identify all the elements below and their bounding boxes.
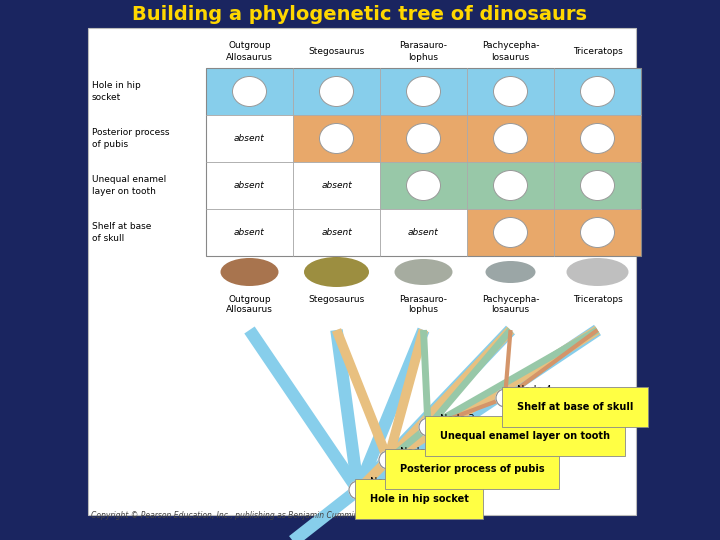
Text: Triceratops: Triceratops (572, 47, 622, 56)
Text: Shelf at base of skull: Shelf at base of skull (517, 402, 634, 412)
Text: absent: absent (234, 134, 265, 143)
Ellipse shape (493, 77, 528, 106)
Circle shape (496, 389, 514, 407)
Text: absent: absent (408, 228, 439, 237)
Text: Stegosaurus: Stegosaurus (308, 47, 364, 56)
Text: absent: absent (234, 181, 265, 190)
Text: absent: absent (321, 228, 352, 237)
Text: Node 3: Node 3 (440, 414, 474, 424)
FancyBboxPatch shape (380, 68, 467, 115)
Circle shape (419, 418, 437, 436)
Circle shape (379, 451, 397, 469)
FancyBboxPatch shape (554, 162, 641, 209)
FancyBboxPatch shape (467, 115, 554, 162)
Text: Outgroup
Allosaurus: Outgroup Allosaurus (226, 42, 273, 62)
Ellipse shape (320, 124, 354, 153)
FancyBboxPatch shape (293, 209, 380, 256)
Ellipse shape (304, 257, 369, 287)
FancyBboxPatch shape (293, 68, 380, 115)
Ellipse shape (567, 258, 629, 286)
Text: Hole in hip socket: Hole in hip socket (370, 494, 469, 504)
FancyBboxPatch shape (554, 115, 641, 162)
Text: Triceratops: Triceratops (572, 295, 622, 304)
FancyBboxPatch shape (293, 162, 380, 209)
FancyBboxPatch shape (88, 28, 636, 515)
Text: Stegosaurus: Stegosaurus (308, 295, 364, 304)
FancyBboxPatch shape (554, 68, 641, 115)
Text: Node 1: Node 1 (370, 477, 405, 487)
Ellipse shape (493, 171, 528, 200)
Text: Pachycepha-
losaurus: Pachycepha- losaurus (482, 42, 539, 62)
Text: absent: absent (234, 228, 265, 237)
Text: Pachycepha-
losaurus: Pachycepha- losaurus (482, 295, 539, 314)
Ellipse shape (395, 259, 452, 285)
FancyBboxPatch shape (206, 115, 293, 162)
Text: Unequal enamel layer on tooth: Unequal enamel layer on tooth (440, 431, 610, 441)
FancyBboxPatch shape (293, 115, 380, 162)
Circle shape (349, 481, 367, 499)
FancyBboxPatch shape (380, 209, 467, 256)
FancyBboxPatch shape (380, 115, 467, 162)
Text: Posterior process
of pubis: Posterior process of pubis (92, 129, 169, 148)
Text: Parasauro-
lophus: Parasauro- lophus (400, 295, 448, 314)
Text: Outgroup
Allosaurus: Outgroup Allosaurus (226, 295, 273, 314)
Text: Unequal enamel
layer on tooth: Unequal enamel layer on tooth (92, 176, 166, 195)
Ellipse shape (493, 218, 528, 247)
Text: absent: absent (321, 181, 352, 190)
Ellipse shape (407, 171, 441, 200)
Text: Building a phylogenetic tree of dinosaurs: Building a phylogenetic tree of dinosaur… (132, 4, 588, 24)
FancyBboxPatch shape (206, 162, 293, 209)
Ellipse shape (580, 218, 614, 247)
Ellipse shape (407, 124, 441, 153)
Ellipse shape (485, 261, 536, 283)
Text: Parasauro-
lophus: Parasauro- lophus (400, 42, 448, 62)
Text: Node 2: Node 2 (400, 447, 435, 457)
FancyBboxPatch shape (467, 162, 554, 209)
Ellipse shape (580, 171, 614, 200)
Text: Node 4: Node 4 (517, 385, 552, 395)
FancyBboxPatch shape (554, 209, 641, 256)
Ellipse shape (220, 258, 279, 286)
Text: Shelf at base
of skull: Shelf at base of skull (92, 222, 151, 242)
Ellipse shape (580, 77, 614, 106)
FancyBboxPatch shape (206, 68, 293, 115)
Ellipse shape (407, 77, 441, 106)
Text: Posterior process of pubis: Posterior process of pubis (400, 464, 544, 474)
Text: Hole in hip
socket: Hole in hip socket (92, 82, 140, 102)
Ellipse shape (580, 124, 614, 153)
FancyBboxPatch shape (380, 162, 467, 209)
Text: Copyright © Pearson Education, Inc., publishing as Benjamin Cummings.: Copyright © Pearson Education, Inc., pub… (91, 510, 370, 519)
FancyBboxPatch shape (467, 68, 554, 115)
Ellipse shape (233, 77, 266, 106)
FancyBboxPatch shape (206, 209, 293, 256)
Ellipse shape (493, 124, 528, 153)
Ellipse shape (320, 77, 354, 106)
FancyBboxPatch shape (467, 209, 554, 256)
